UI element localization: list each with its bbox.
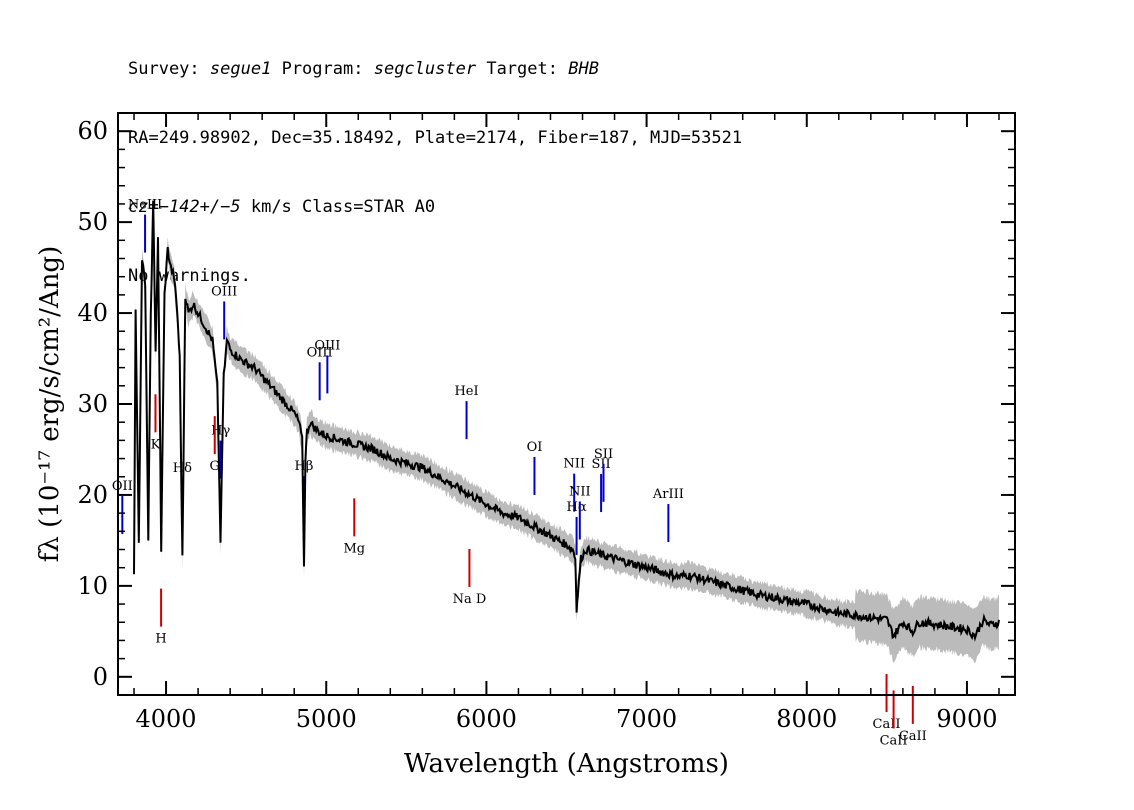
y-tick-label: 30 xyxy=(77,390,108,418)
target-value: BHB xyxy=(568,59,599,79)
x-axis-label: Wavelength (Angstroms) xyxy=(404,749,729,779)
x-tick-label: 6000 xyxy=(456,705,517,733)
spectral-line-label: Hβ xyxy=(295,459,314,474)
x-tick-label: 7000 xyxy=(616,705,677,733)
spectral-line-label: G xyxy=(210,459,220,474)
spectral-line-label: OIII xyxy=(307,345,333,360)
noise-band-area xyxy=(134,190,999,664)
survey-value: segue1 xyxy=(209,59,272,79)
spectral-line-label: SII xyxy=(594,447,613,462)
spectral-line-label: CaII xyxy=(899,729,927,744)
spectral-line-label: OI xyxy=(527,440,543,455)
line-markers: NeIIIHδHγOIIIOIIHβOIIIOIIIHeIOINIIHαNIIS… xyxy=(112,198,927,749)
spectrum-header: Survey: segue1 Program: segcluster Targe… xyxy=(128,12,742,311)
spectral-line-label: Hα xyxy=(567,500,587,515)
spectral-line-label: Mg xyxy=(343,541,365,556)
x-tick-label: 4000 xyxy=(136,705,197,733)
spectral-line-label: HeI xyxy=(454,384,478,399)
noise-band xyxy=(134,190,999,664)
spectral-line-label: OIII xyxy=(211,284,237,299)
spectral-line-label: NII xyxy=(569,484,591,499)
y-tick-label: 20 xyxy=(77,481,108,509)
spectral-line-label: H xyxy=(155,632,166,647)
spectral-line-label: NII xyxy=(563,457,585,472)
flux-series xyxy=(133,200,1000,642)
header-line-3: cz=−142+/−5 km/s Class=STAR A0 xyxy=(128,196,742,219)
flux-line xyxy=(133,200,1000,642)
x-tick-label: 9000 xyxy=(936,705,997,733)
spectral-line-label: Na D xyxy=(453,592,487,607)
target-label: Target: xyxy=(486,59,558,79)
x-tick-label: 8000 xyxy=(776,705,837,733)
spectral-line-label: NeIII xyxy=(128,198,162,213)
survey-label: Survey: xyxy=(128,59,200,79)
y-tick-label: 60 xyxy=(77,117,108,145)
spectral-line-label: K xyxy=(151,437,161,452)
program-value: segcluster xyxy=(373,59,477,79)
y-tick-label: 40 xyxy=(77,299,108,327)
cz-rest: km/s Class=STAR A0 xyxy=(240,197,436,217)
cz-label: cz= xyxy=(128,197,159,217)
spectral-line-label: SII xyxy=(592,457,611,472)
spectral-line-label: Hγ xyxy=(211,424,230,439)
spectral-line-label: OIII xyxy=(314,338,340,353)
y-tick-label: 50 xyxy=(77,208,108,236)
spectral-line-label: CaII xyxy=(880,733,908,748)
header-line-2: RA=249.98902, Dec=35.18492, Plate=2174, … xyxy=(128,128,743,148)
spectral-line-label: OII xyxy=(112,479,133,494)
axes: 4000 5000 6000 7000 8000 9000 0 10 20 30 40 50 60 xyxy=(77,112,1016,733)
cz-value: −142+/−5 xyxy=(158,197,241,217)
program-label: Program: xyxy=(281,59,364,79)
y-tick-label: 10 xyxy=(77,572,108,600)
spectral-line-label: CaII xyxy=(873,717,901,732)
spectral-line-label: ArIII xyxy=(652,487,684,502)
y-axis-label: fλ (10⁻¹⁷ erg/s/cm²/Ang) xyxy=(35,246,65,562)
header-line-1: Survey: segue1 Program: segcluster Targe… xyxy=(128,58,742,81)
x-tick-label: 5000 xyxy=(296,705,357,733)
y-tick-label: 0 xyxy=(93,663,108,691)
